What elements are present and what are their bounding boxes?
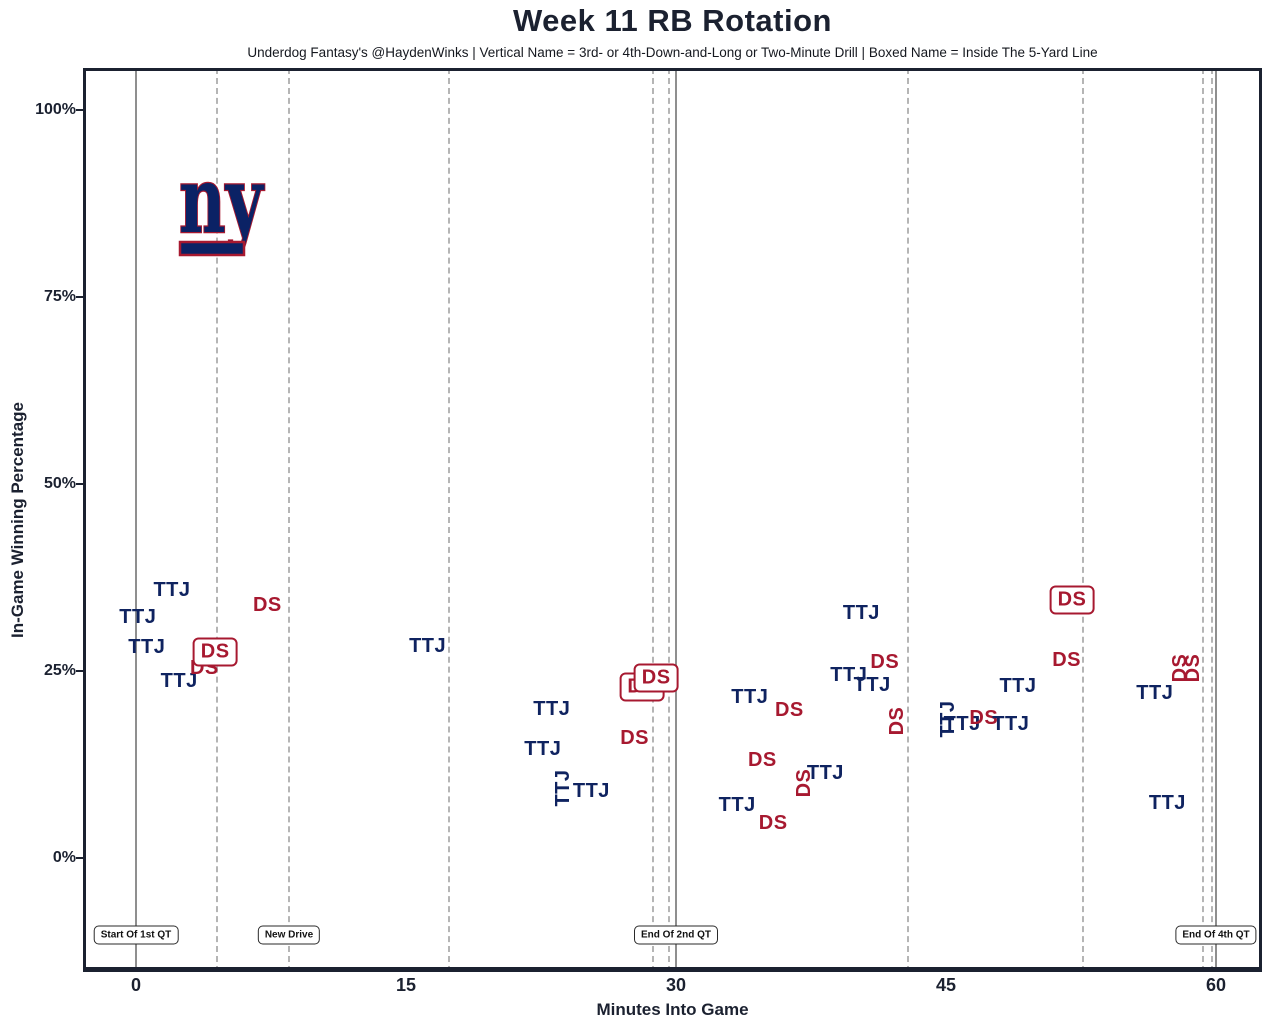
data-point-ttj: TTJ xyxy=(999,674,1037,697)
data-point-ttj: TTJ xyxy=(992,713,1030,736)
data-point-ttj: TTJ xyxy=(551,769,574,807)
event-line-dashed xyxy=(907,68,910,972)
data-point-ttj: TTJ xyxy=(409,635,447,658)
data-point-ttj: TTJ xyxy=(119,606,157,629)
event-label: End Of 4th QT xyxy=(1175,925,1257,945)
x-tick-label: 45 xyxy=(935,975,957,995)
data-point-ttj: TTJ xyxy=(731,686,769,709)
y-tick-mark xyxy=(76,109,83,111)
y-axis-title: In-Game Winning Percentage xyxy=(8,402,27,638)
event-label: End Of 2nd QT xyxy=(634,925,718,945)
data-point-ds: DS xyxy=(620,727,649,750)
data-point-ds: DS xyxy=(192,637,238,667)
x-tick-label: 0 xyxy=(130,975,142,995)
chart-subtitle: Underdog Fantasy's @HaydenWinks | Vertic… xyxy=(247,45,1098,60)
data-point-ttj: TTJ xyxy=(830,663,868,686)
data-point-ttj: TTJ xyxy=(533,698,571,721)
y-tick-mark xyxy=(76,483,83,485)
data-point-ttj: TTJ xyxy=(943,713,981,736)
data-point-ttj: TTJ xyxy=(1136,681,1174,704)
event-line-dashed xyxy=(448,68,451,972)
data-point-ttj: TTJ xyxy=(524,737,562,760)
data-point-ttj: TTJ xyxy=(806,761,844,784)
event-label: Start Of 1st QT xyxy=(93,925,179,945)
y-tick-label: 0% xyxy=(52,849,76,866)
x-tick-label: 15 xyxy=(395,975,417,995)
data-point-ds: DS xyxy=(1052,648,1081,671)
event-label: New Drive xyxy=(257,925,321,945)
event-line-dashed xyxy=(1081,68,1084,972)
event-line-solid xyxy=(1215,68,1217,972)
svg-text:ny: ny xyxy=(179,166,265,254)
y-tick-mark xyxy=(76,296,83,298)
data-point-ds: DS xyxy=(633,663,679,693)
data-point-ds: DS xyxy=(1181,653,1204,683)
data-point-ds: DS xyxy=(774,698,804,721)
data-point-ds: DS xyxy=(758,811,788,834)
y-tick-label: 75% xyxy=(43,288,76,305)
y-tick-mark xyxy=(76,670,83,672)
event-line-solid xyxy=(675,68,677,972)
data-point-ds: DS xyxy=(886,706,909,736)
event-line-dashed xyxy=(1202,68,1205,972)
y-tick-mark xyxy=(76,857,83,859)
data-point-ttj: TTJ xyxy=(718,793,756,816)
y-tick-label: 25% xyxy=(43,662,76,679)
data-point-ds: DS xyxy=(747,749,777,771)
event-line-dashed xyxy=(216,68,218,972)
data-point-ds: DS xyxy=(969,707,999,730)
x-tick-label: 60 xyxy=(1205,975,1227,995)
plot-area: ny Start Of 1st QT New Drive End Of 2nd QT… xyxy=(83,68,1262,972)
x-axis-title: Minutes Into Game xyxy=(596,1000,749,1019)
data-point-ttj: TTJ xyxy=(1148,791,1186,814)
data-point-ttj: TTJ xyxy=(128,636,166,659)
chart-title: Week 11 RB Rotation xyxy=(512,3,832,38)
event-line-solid xyxy=(135,68,137,972)
event-line-dashed xyxy=(651,68,654,972)
data-point-ttj: TTJ xyxy=(853,674,891,697)
data-point-ttj: TTJ xyxy=(842,601,880,624)
event-line-dashed xyxy=(667,68,670,972)
data-point-ttj: TTJ xyxy=(160,669,198,692)
data-point-ds: DS xyxy=(1049,585,1095,615)
x-tick-label: 30 xyxy=(665,975,687,995)
event-line-dashed xyxy=(1211,68,1214,972)
data-point-ds: DS xyxy=(870,651,900,674)
data-point-ttj: TTJ xyxy=(572,779,610,802)
y-tick-label: 100% xyxy=(35,101,76,118)
y-tick-label: 50% xyxy=(43,475,76,492)
event-line-dashed xyxy=(288,68,290,972)
data-point-ttj: TTJ xyxy=(153,579,191,602)
data-point-ds: DS xyxy=(252,594,282,617)
ny-giants-logo: ny xyxy=(178,166,266,257)
